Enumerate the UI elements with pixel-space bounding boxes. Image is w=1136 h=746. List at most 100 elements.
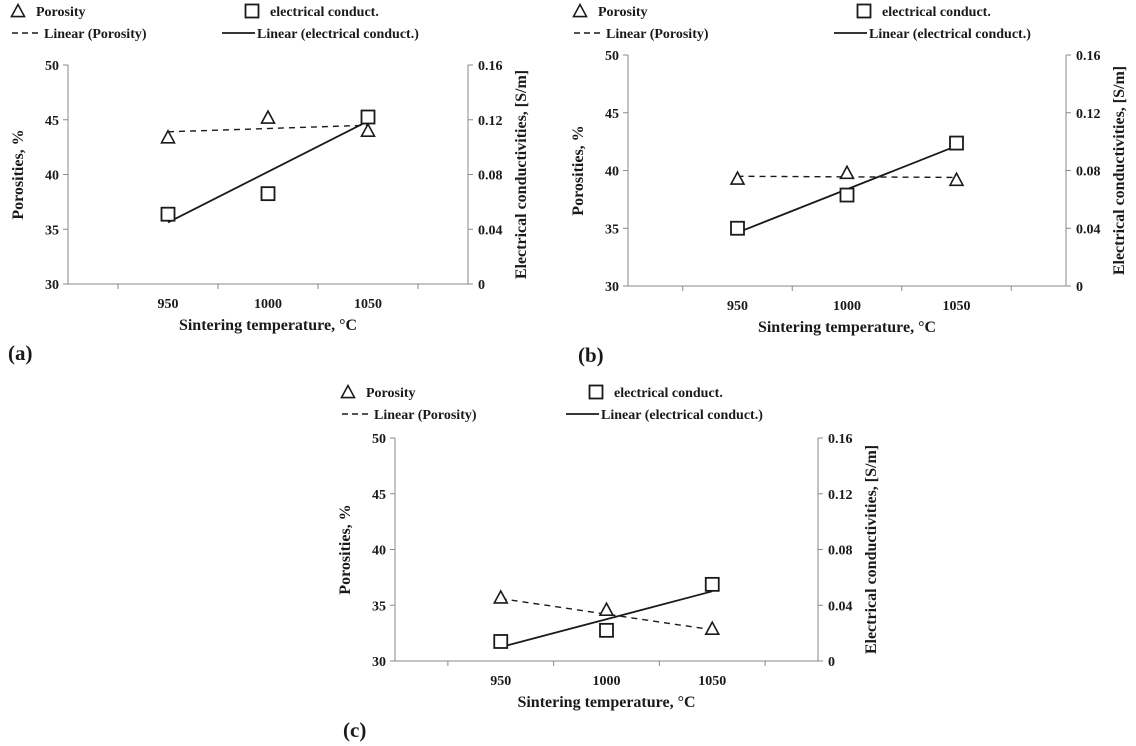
legend-porosity-label: Porosity — [366, 386, 416, 401]
conductivity-point — [260, 186, 276, 202]
conductivity-point — [493, 634, 509, 649]
x-tick-label: 950 — [727, 299, 748, 314]
x-tick-label: 1050 — [354, 297, 382, 312]
legend-porosity-trend-label: Linear (Porosity) — [44, 27, 147, 42]
legend-porosity-trend-label: Linear (Porosity) — [374, 408, 477, 423]
legend-conductivity-marker — [244, 3, 260, 19]
y2-tick-label: 0.08 — [478, 169, 503, 184]
x-tick-label: 1000 — [593, 674, 621, 689]
chart-panel-b: Porosity electrical conduct. Linear (Poros… — [570, 2, 1128, 367]
legend: Porosity electrical conduct. Linear (Poros… — [340, 383, 763, 423]
conductivity-point — [160, 206, 176, 222]
legend-porosity-trend-label: Linear (Porosity) — [606, 27, 709, 42]
y2-axis-title: Electrical conductivities, [S/m] — [1111, 66, 1128, 275]
x-tick-label: 1000 — [833, 299, 861, 314]
porosity-point — [260, 109, 276, 124]
y2-tick-label: 0.08 — [1076, 165, 1101, 180]
conductivity-point — [949, 135, 964, 151]
y-tick-label: 50 — [372, 432, 386, 447]
y-tick-label: 45 — [372, 488, 386, 503]
y-tick-label: 40 — [372, 544, 386, 559]
legend-porosity-marker — [572, 2, 588, 18]
porosity-point — [704, 620, 721, 635]
conductivity-point — [360, 109, 376, 125]
axes: 30 35 40 45 50 0 0.04 0.08 0.12 0.16 950 1000 1050Si… — [337, 432, 880, 711]
x-tick-label: 950 — [490, 674, 511, 689]
y2-tick-label: 0.12 — [478, 114, 503, 129]
panel-label: (b) — [578, 343, 604, 367]
conductivity-point — [730, 220, 745, 236]
x-axis-title: Sintering temperature, °C — [179, 317, 357, 334]
porosity-point — [598, 601, 615, 617]
legend-conductivity-label: electrical conduct. — [270, 5, 379, 20]
y2-tick-label: 0.04 — [828, 599, 853, 614]
trendline-porosity — [500, 597, 713, 631]
trendline-conductivity — [500, 590, 713, 648]
y2-tick-label: 0.04 — [478, 223, 503, 238]
legend-porosity-label: Porosity — [598, 5, 648, 20]
y2-tick-label: 0 — [828, 655, 835, 670]
x-tick-label: 1000 — [254, 297, 282, 312]
y-tick-label: 50 — [605, 49, 619, 64]
legend-porosity-label: Porosity — [36, 5, 86, 20]
y-tick-label: 35 — [372, 599, 386, 614]
x-axis-title: Sintering temperature, °C — [517, 694, 695, 711]
trendline-porosity — [167, 124, 369, 133]
y2-tick-label: 0.16 — [1076, 49, 1101, 64]
y-tick-label: 30 — [372, 655, 386, 670]
y-tick-label: 30 — [605, 280, 619, 295]
legend-conductivity-trend-label: Linear (electrical conduct.) — [869, 27, 1031, 42]
y2-axis-title: Electrical conductivities, [S/m] — [513, 70, 530, 279]
y2-axis-title: Electrical conductivities, [S/m] — [863, 445, 880, 654]
y-tick-label: 45 — [605, 107, 619, 122]
legend: Porosity electrical conduct. Linear (Poros… — [572, 2, 1031, 42]
legend-conductivity-trend-label: Linear (electrical conduct.) — [257, 27, 419, 42]
panel-label: (c) — [343, 718, 366, 742]
x-tick-label: 1050 — [698, 674, 726, 689]
y-axis-title: Porosities, % — [570, 125, 587, 215]
legend-conductivity-label: electrical conduct. — [882, 5, 991, 20]
y-tick-label: 30 — [45, 278, 59, 293]
porosity-point — [729, 170, 746, 185]
y2-tick-label: 0.12 — [828, 488, 853, 503]
y-tick-label: 35 — [605, 222, 619, 237]
panel-label: (a) — [8, 341, 33, 365]
y2-tick-label: 0.12 — [1076, 107, 1101, 122]
y-axis-title: Porosities, % — [337, 504, 354, 594]
porosity-point — [948, 171, 965, 187]
chart-panel-c: Porosity electrical conduct. Linear (Poros… — [337, 383, 880, 742]
x-axis-title: Sintering temperature, °C — [758, 319, 936, 336]
y-tick-label: 35 — [45, 223, 59, 238]
y2-tick-label: 0.08 — [828, 544, 853, 559]
y-tick-label: 40 — [45, 169, 59, 184]
chart-panel-a: Porosity electrical conduct. Linear (Poros… — [8, 2, 530, 365]
y2-tick-label: 0.16 — [828, 432, 853, 447]
conductivity-point — [704, 576, 720, 592]
x-tick-label: 950 — [158, 297, 179, 312]
porosity-point — [360, 122, 376, 138]
y-axis-title: Porosities, % — [10, 129, 27, 219]
legend-conductivity-trend-label: Linear (electrical conduct.) — [601, 408, 763, 423]
y2-tick-label: 0.16 — [478, 59, 503, 74]
trendline-porosity — [737, 175, 957, 179]
y-tick-label: 45 — [45, 114, 59, 129]
legend-porosity-marker — [10, 2, 26, 18]
y2-tick-label: 0 — [478, 278, 485, 293]
conductivity-point — [599, 622, 614, 638]
porosity-point — [160, 129, 176, 144]
y-tick-label: 40 — [605, 165, 619, 180]
legend-conductivity-marker — [588, 384, 604, 400]
trendline-conductivity — [167, 120, 369, 224]
legend-conductivity-marker — [856, 3, 872, 19]
y2-tick-label: 0.04 — [1076, 222, 1101, 237]
porosity-point — [492, 589, 509, 604]
porosity-point — [839, 164, 855, 180]
legend-porosity-marker — [340, 383, 356, 399]
legend-conductivity-label: electrical conduct. — [614, 386, 723, 401]
legend: Porosity electrical conduct. Linear (Poros… — [10, 2, 419, 42]
conductivity-point — [839, 187, 855, 203]
y2-tick-label: 0 — [1076, 280, 1083, 295]
